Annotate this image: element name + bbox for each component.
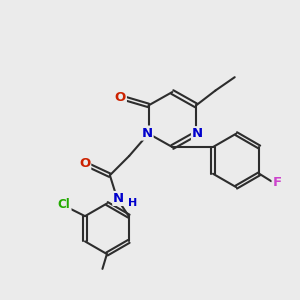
Text: O: O bbox=[115, 92, 126, 104]
Text: N: N bbox=[142, 127, 153, 140]
Text: Cl: Cl bbox=[58, 198, 70, 211]
Text: N: N bbox=[113, 192, 124, 205]
Text: N: N bbox=[192, 127, 203, 140]
Text: O: O bbox=[79, 157, 90, 170]
Text: H: H bbox=[128, 198, 138, 208]
Text: F: F bbox=[273, 176, 282, 189]
